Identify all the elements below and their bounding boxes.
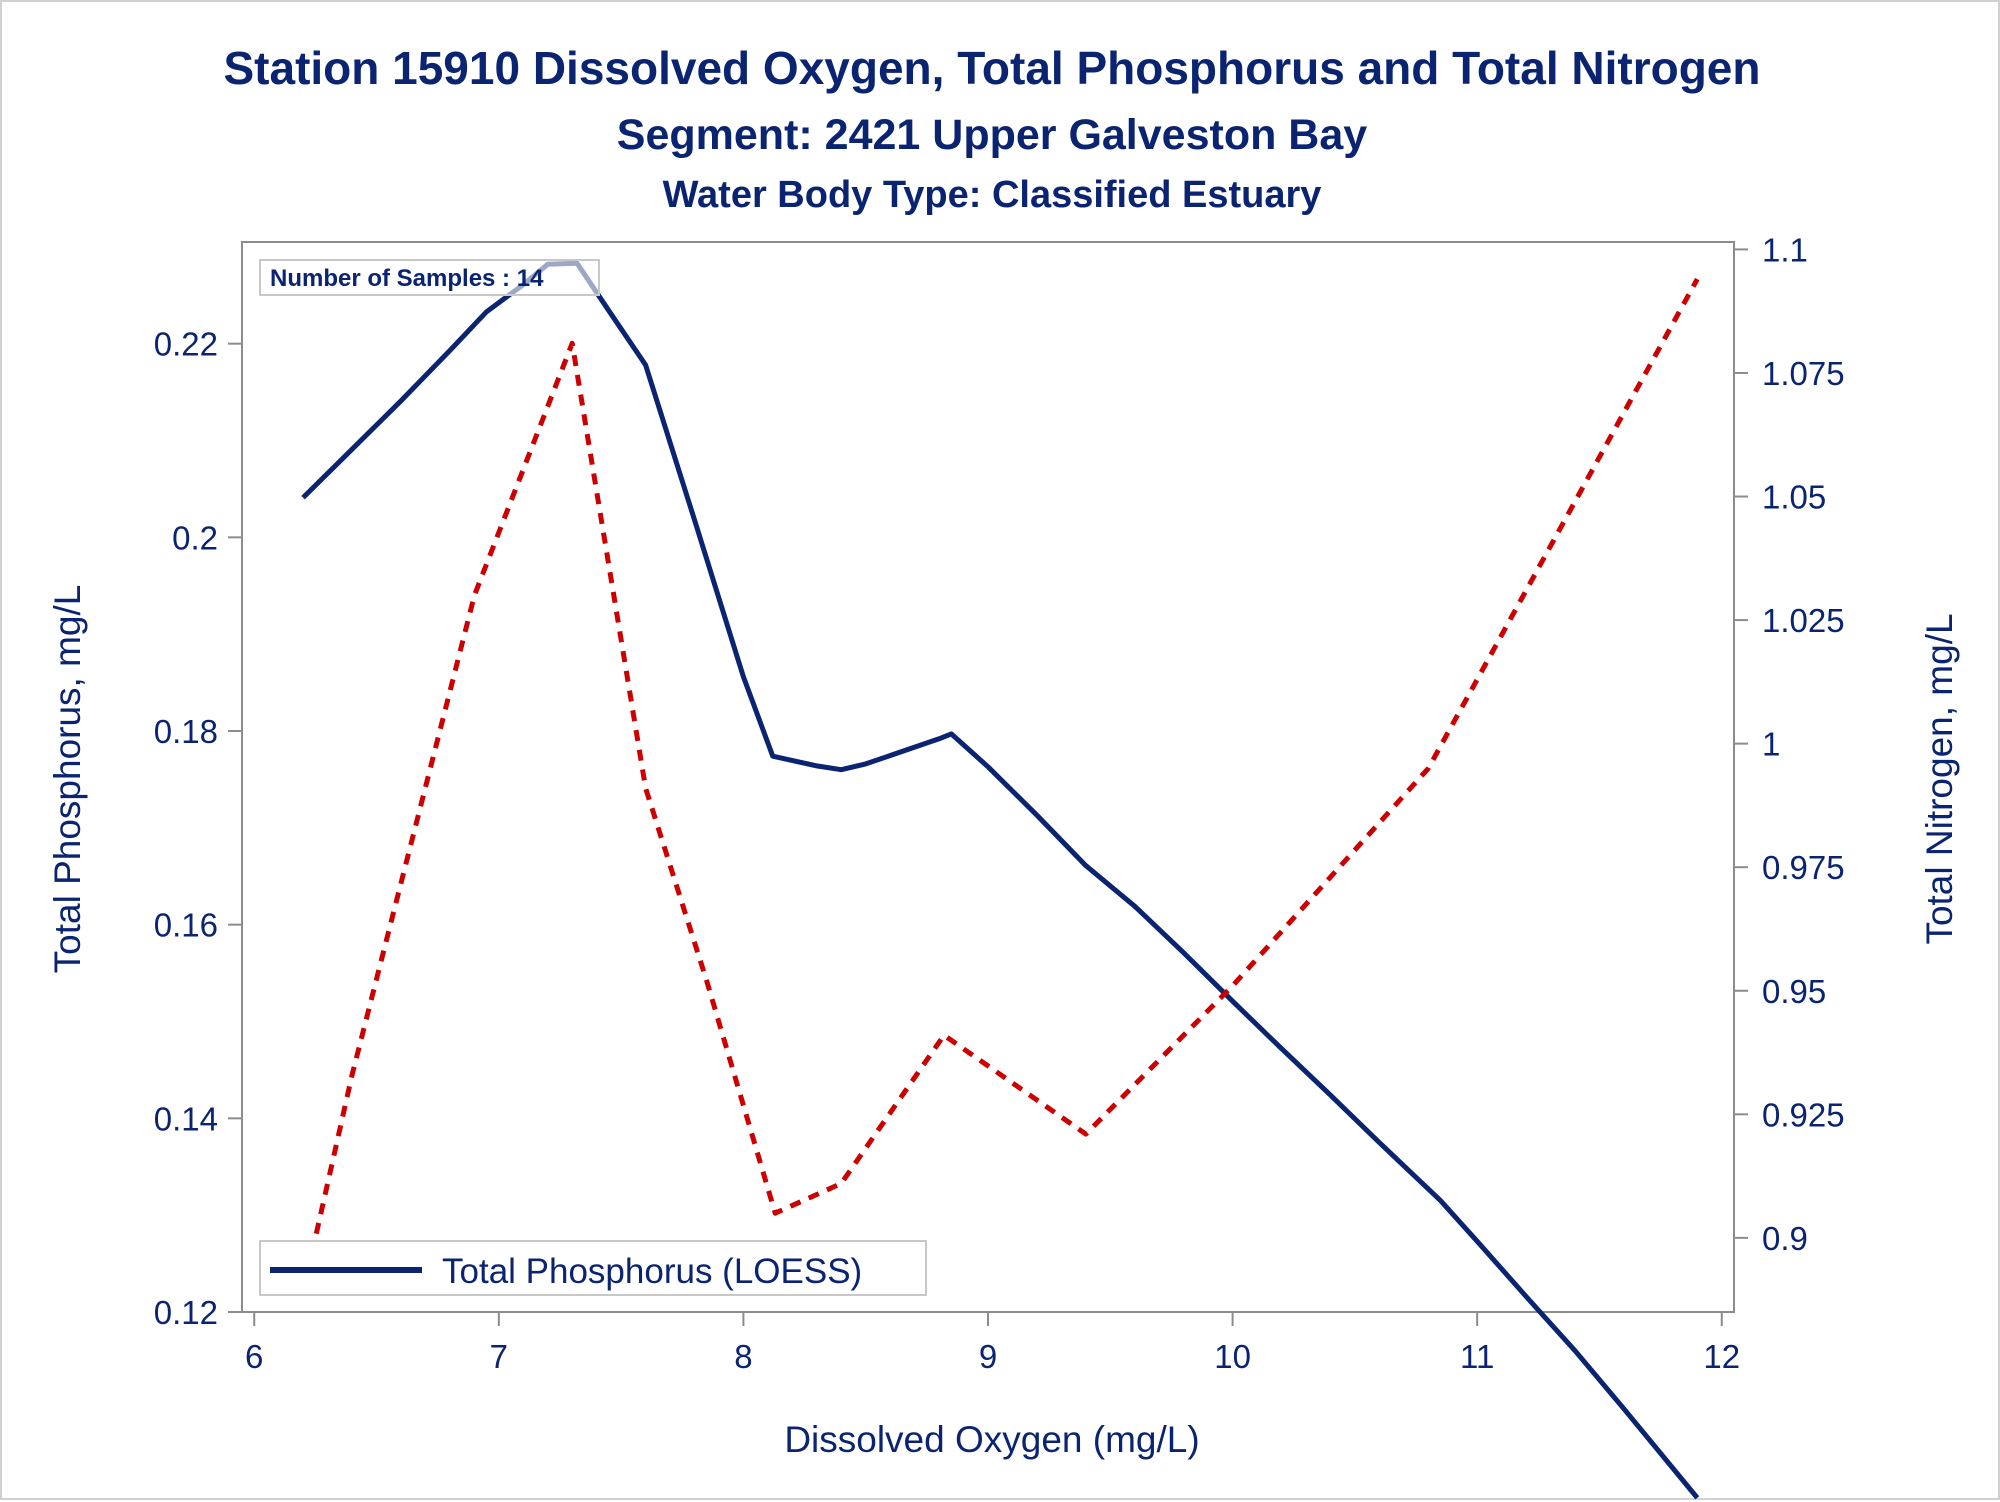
y2-tick-label: 1 xyxy=(1762,726,1780,763)
y2-tick-label: 0.95 xyxy=(1762,973,1826,1010)
chart-subtitle-2: Water Body Type: Classified Estuary xyxy=(663,174,1322,216)
y2-tick-label: 0.925 xyxy=(1762,1096,1845,1133)
y-tick-label: 0.14 xyxy=(154,1100,218,1137)
y2-tick-label: 1.1 xyxy=(1762,231,1808,268)
sample-count-box: Number of Samples : 14 xyxy=(259,259,600,296)
x-axis: 6 7 8 9 10 11 12 xyxy=(245,1312,1740,1375)
y-axis-label: Total Phosphorus, mg/L xyxy=(47,585,88,974)
x-tick-label: 6 xyxy=(245,1338,263,1375)
y-axis-left: 0.12 0.14 0.16 0.18 0.2 0.22 xyxy=(154,326,242,1331)
total-nitrogen-line xyxy=(300,277,1700,1293)
chart-title: Station 15910 Dissolved Oxygen, Total Ph… xyxy=(223,42,1760,94)
x-tick-label: 9 xyxy=(979,1338,997,1375)
y-tick-label: 0.18 xyxy=(154,713,218,750)
y2-tick-label: 0.975 xyxy=(1762,849,1845,886)
y2-axis-label: Total Nitrogen, mg/L xyxy=(1919,613,1960,944)
x-tick-label: 10 xyxy=(1214,1338,1251,1375)
y2-tick-label: 0.9 xyxy=(1762,1220,1808,1257)
sample-count-frame xyxy=(259,259,600,296)
y-tick-label: 0.16 xyxy=(154,907,218,944)
x-axis-label: Dissolved Oxygen (mg/L) xyxy=(784,1419,1199,1460)
x-tick-label: 11 xyxy=(1460,1338,1494,1375)
legend-label: Total Phosphorus (LOESS) xyxy=(442,1252,862,1291)
y-tick-label: 0.2 xyxy=(172,519,218,556)
y2-tick-label: 1.025 xyxy=(1762,602,1845,639)
chart-subtitle: Segment: 2421 Upper Galveston Bay xyxy=(617,111,1367,159)
x-tick-label: 8 xyxy=(734,1338,752,1375)
sample-count-label: Number of Samples : 14 xyxy=(270,265,544,292)
y-tick-label: 0.22 xyxy=(154,326,218,363)
plot-area xyxy=(241,241,1735,1313)
y2-tick-label: 1.05 xyxy=(1762,479,1826,516)
legend: Total Phosphorus (LOESS) xyxy=(259,1240,927,1296)
y2-tick-label: 1.075 xyxy=(1762,355,1845,392)
x-tick-label: 7 xyxy=(490,1338,508,1375)
y-tick-label: 0.12 xyxy=(154,1294,218,1331)
y-axis-right: 0.9 0.925 0.95 0.975 1 1.025 1.05 1.075 1.1 xyxy=(1734,231,1845,1257)
x-tick-label: 12 xyxy=(1703,1338,1740,1375)
